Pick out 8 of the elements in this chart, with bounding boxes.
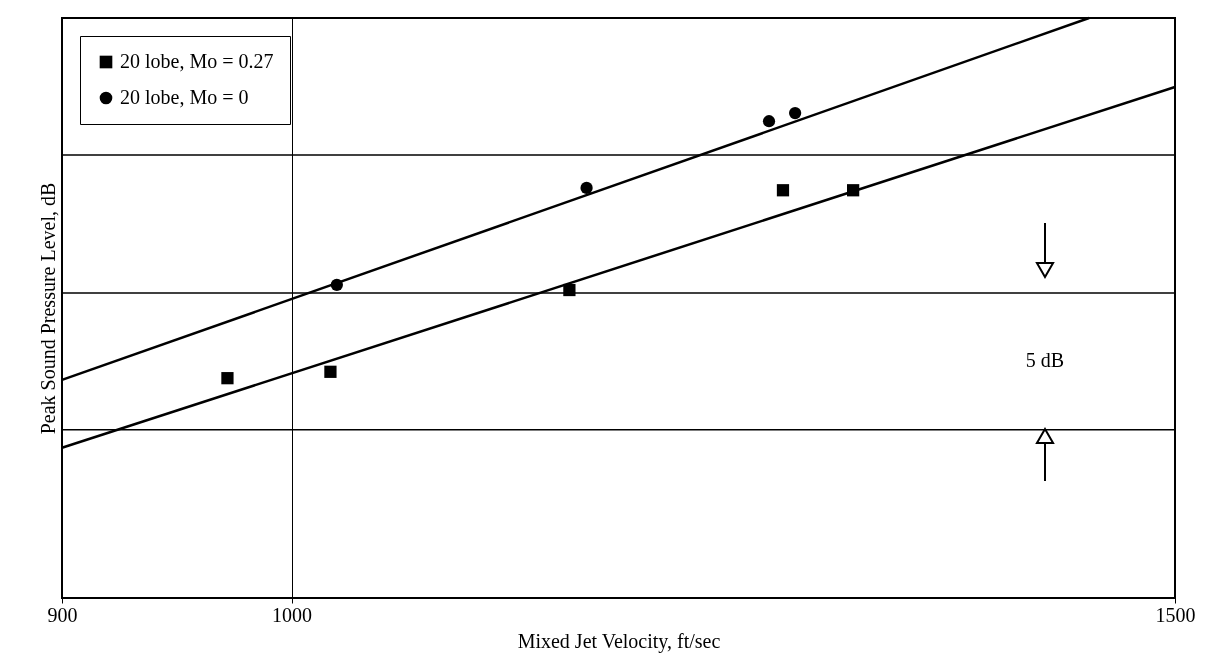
legend-label: 20 lobe, Mo = 0.27	[120, 50, 274, 72]
x-tick-label: 1500	[1155, 603, 1196, 626]
y-axis-title: Peak Sound Pressure Level, dB	[36, 182, 59, 435]
annotation: 5 dB	[1025, 349, 1065, 371]
x-tick-label: 1000	[272, 603, 313, 626]
x-tick-label: 900	[47, 603, 78, 626]
x-axis-title: Mixed Jet Velocity, ft/sec	[517, 629, 721, 653]
legend-label: 20 lobe, Mo = 0	[120, 86, 249, 108]
